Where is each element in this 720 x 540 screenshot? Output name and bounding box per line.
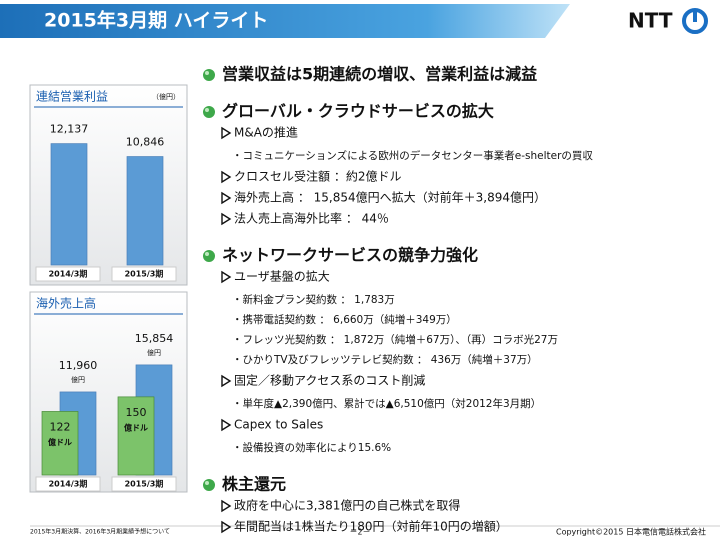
bar xyxy=(126,156,164,266)
value-label: 11,960 xyxy=(59,359,98,372)
item-arrow xyxy=(221,418,232,432)
item-arrow xyxy=(221,212,232,226)
heading-bullet-shine xyxy=(205,481,209,485)
item-arrow xyxy=(221,520,232,534)
item-arrow xyxy=(221,191,232,205)
section-heading: 営業収益は5期連続の増収、営業利益は減益 xyxy=(222,65,537,84)
item-text: 海外売上高 ： 15,854億円へ拡大（対前年＋3,894億円） xyxy=(234,190,546,205)
sub-item: ・コミュニケーションズによる欧州のデータセンター事業者e-shelterの買収 xyxy=(232,149,593,162)
sub-item: ・フレッツ光契約数 ： 1,872万（純増＋67万）、（再）コラボ光27万 xyxy=(232,333,558,346)
section-heading: ネットワークサービスの競争力強化 xyxy=(222,246,478,265)
value-unit: 億円 xyxy=(71,375,85,384)
heading-bullet xyxy=(203,69,215,81)
sub-item: ・単年度▲2,390億円、累計では▲6,510億円（対2012年3月期） xyxy=(232,397,541,410)
sub-item: ・新料金プラン契約数 ： 1,783万 xyxy=(232,293,395,306)
item-text: ユーザ基盤の拡大 xyxy=(234,270,330,284)
logo-text: NTT xyxy=(628,9,673,33)
footer-left: 2015年3月期決算、2016年3月期業績予想について xyxy=(30,528,170,536)
value-unit: 億ドル xyxy=(124,422,148,432)
sub-item: ・ひかりTV及びフレッツテレビ契約数 ： 436万（純増＋37万） xyxy=(232,353,538,366)
heading-bullet xyxy=(203,250,215,262)
chart-title: 連結営業利益 xyxy=(36,90,108,104)
item-text: Capex to Sales xyxy=(234,418,323,432)
category-label: 2014/3期 xyxy=(49,269,88,279)
item-arrow xyxy=(221,270,232,284)
section-heading: グローバル・クラウドサービスの拡大 xyxy=(222,102,494,121)
bar xyxy=(117,396,155,476)
header-title: 2015年3月期 ハイライト xyxy=(44,9,268,32)
chart-title: 海外売上高 xyxy=(36,296,96,311)
item-arrow xyxy=(221,170,232,184)
value-label: 10,846 xyxy=(126,136,165,149)
value-label: 150 xyxy=(126,406,147,419)
sub-item: ・携帯電話契約数 ： 6,660万（純増＋349万） xyxy=(232,313,457,326)
logo-mark-bar xyxy=(693,10,697,22)
value-label: 15,854 xyxy=(135,332,174,345)
item-text: 政府を中心に3,381億円の自己株式を取得 xyxy=(234,498,460,513)
item-text: 法人売上高海外比率 ： 44％ xyxy=(234,211,389,226)
category-label: 2014/3期 xyxy=(49,479,88,489)
heading-bullet xyxy=(203,479,215,491)
category-box xyxy=(111,266,177,282)
section-heading: 株主還元 xyxy=(222,475,286,494)
item-text: 年間配当は1株当たり180円（対前年10円の増額） xyxy=(234,519,508,534)
category-box xyxy=(111,476,177,492)
heading-bullet-shine xyxy=(205,108,209,112)
bar xyxy=(50,143,88,266)
item-arrow xyxy=(221,126,232,140)
item-text: クロスセル受注額 ：約2億ドル xyxy=(234,169,401,184)
bar xyxy=(41,411,79,476)
heading-bullet-shine xyxy=(205,252,209,256)
unit-label: （億円） xyxy=(152,92,180,101)
heading-bullet-shine xyxy=(205,71,209,75)
heading-bullet xyxy=(203,106,215,118)
category-label: 2015/3期 xyxy=(125,479,164,489)
category-box xyxy=(35,266,101,282)
value-label: 122 xyxy=(50,420,71,433)
item-text: 固定／移動アクセス系のコスト削減 xyxy=(234,373,425,388)
item-arrow xyxy=(221,499,232,513)
sub-item: ・設備投資の効率化により15.6% xyxy=(232,441,391,454)
category-label: 2015/3期 xyxy=(125,269,164,279)
value-unit: 億円 xyxy=(147,348,161,357)
item-arrow xyxy=(221,374,232,388)
copyright: Copyright©2015 日本電信電話株式会社 xyxy=(556,527,706,537)
page-number: －2－ xyxy=(349,528,370,537)
category-box xyxy=(35,476,101,492)
value-unit: 億ドル xyxy=(48,437,72,447)
value-label: 12,137 xyxy=(50,123,89,136)
header-bar xyxy=(0,4,570,38)
item-text: M&Aの推進 xyxy=(234,126,298,140)
